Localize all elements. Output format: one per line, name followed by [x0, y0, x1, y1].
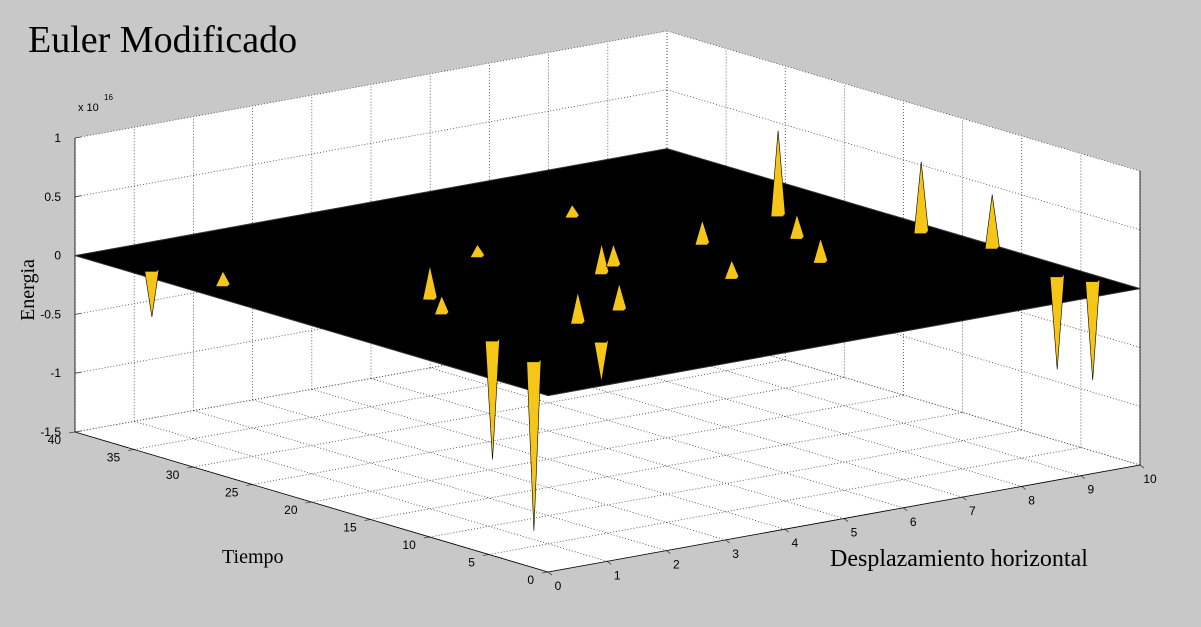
- grid-line: [74, 89, 668, 198]
- spike: [526, 358, 542, 531]
- y-tick: [482, 554, 489, 556]
- x-tick-label: 0: [555, 579, 562, 593]
- x-tick-label: 4: [791, 536, 798, 550]
- z-tick: [74, 136, 82, 139]
- spike: [434, 294, 450, 316]
- x-tick-label: 6: [910, 515, 917, 529]
- spike: [1049, 273, 1065, 370]
- x-tick-label: 8: [1028, 493, 1035, 507]
- grid-line: [193, 359, 786, 468]
- y-tick-label: 30: [166, 468, 180, 482]
- z-tick: [74, 195, 82, 198]
- grid-line: [252, 377, 845, 485]
- spike: [144, 267, 160, 317]
- y-tick-label: 5: [468, 556, 475, 570]
- z-scale-power: 16: [104, 93, 113, 102]
- grid-line: [429, 429, 1022, 538]
- spike: [724, 259, 740, 280]
- spike: [594, 243, 610, 275]
- z-tick: [74, 313, 82, 315]
- z-tick-label: -1.5: [40, 425, 61, 439]
- x-tick-label: 1: [614, 568, 621, 582]
- x-tick: [1080, 475, 1086, 480]
- chart-title: Euler Modificado: [28, 19, 297, 61]
- grid-line: [311, 394, 904, 503]
- spike: [789, 213, 805, 240]
- y-tick-label: 0: [527, 573, 534, 587]
- spike: [422, 265, 438, 301]
- z-tick: [74, 430, 82, 433]
- spike: [813, 237, 828, 264]
- x-tick-label: 5: [851, 526, 858, 540]
- x-tick: [547, 571, 553, 576]
- x-tick: [606, 560, 612, 565]
- x-tick: [902, 507, 908, 512]
- y-tick: [364, 519, 371, 521]
- y-tick: [68, 431, 76, 434]
- grid-line: [666, 265, 1141, 407]
- spike: [593, 338, 609, 383]
- grid-line: [666, 30, 1141, 172]
- y-tick: [541, 571, 549, 574]
- z-tick-label: 1: [54, 131, 61, 145]
- grid-line: [74, 30, 668, 139]
- x-axis-label: Desplazamiento horizontal: [830, 546, 1088, 572]
- spike: [770, 130, 786, 218]
- spike: [564, 204, 580, 219]
- z-scale-label: x 10: [78, 102, 99, 114]
- y-axis-label: Tiempo: [222, 546, 284, 568]
- z-tick-label: -1: [50, 366, 61, 380]
- y-tick-label: 25: [225, 486, 239, 500]
- x-tick: [843, 518, 849, 522]
- z-tick-label: 0.5: [44, 190, 61, 204]
- x-tick: [666, 550, 671, 554]
- z-tick-label: -0.5: [40, 307, 61, 321]
- grid-line: [666, 324, 1141, 466]
- y-tick: [246, 484, 253, 486]
- y-tick-label: 20: [284, 503, 298, 517]
- x-tick: [1021, 486, 1026, 490]
- y-tick-label: 15: [343, 521, 357, 535]
- y-tick-label: 10: [402, 538, 416, 552]
- x-tick-label: 2: [673, 558, 680, 572]
- spike: [469, 243, 485, 258]
- plot-area: 0 1 2 3 4 5 6 7 8 9 10 0 5 10 15 20 25 30 35 40-1.5 -1 -0.5 0 0…: [40, 30, 1157, 593]
- x-tick: [1139, 464, 1145, 469]
- x-tick-label: 3: [732, 547, 739, 561]
- y-tick: [423, 536, 430, 539]
- x-tick-label: 7: [969, 504, 976, 518]
- x-tick-label: 10: [1143, 472, 1157, 486]
- y-tick: [187, 466, 194, 469]
- z-tick-label: 0: [54, 249, 61, 263]
- spike: [485, 337, 500, 460]
- y-tick-label: 40: [48, 433, 62, 447]
- axis-line: [547, 464, 1141, 573]
- axis-line: [74, 431, 549, 573]
- spike: [570, 291, 586, 325]
- spike: [694, 219, 710, 246]
- spike: [611, 282, 627, 312]
- x-tick: [784, 528, 790, 533]
- spike: [605, 243, 621, 268]
- grid-line: [666, 89, 1141, 231]
- grid-line: [488, 447, 1081, 555]
- x-tick: [962, 496, 967, 501]
- spike: [215, 270, 231, 287]
- x-tick-label: 9: [1087, 483, 1094, 497]
- x-tick: [725, 539, 730, 544]
- y-tick-label: 35: [107, 451, 121, 465]
- z-axis-label: Energia: [17, 259, 39, 321]
- y-tick: [305, 501, 312, 504]
- grid-line: [370, 412, 963, 520]
- z-tick: [74, 371, 82, 374]
- spike: [984, 194, 1000, 250]
- spike: [1085, 278, 1101, 381]
- spike: [913, 161, 929, 235]
- y-tick: [128, 449, 135, 451]
